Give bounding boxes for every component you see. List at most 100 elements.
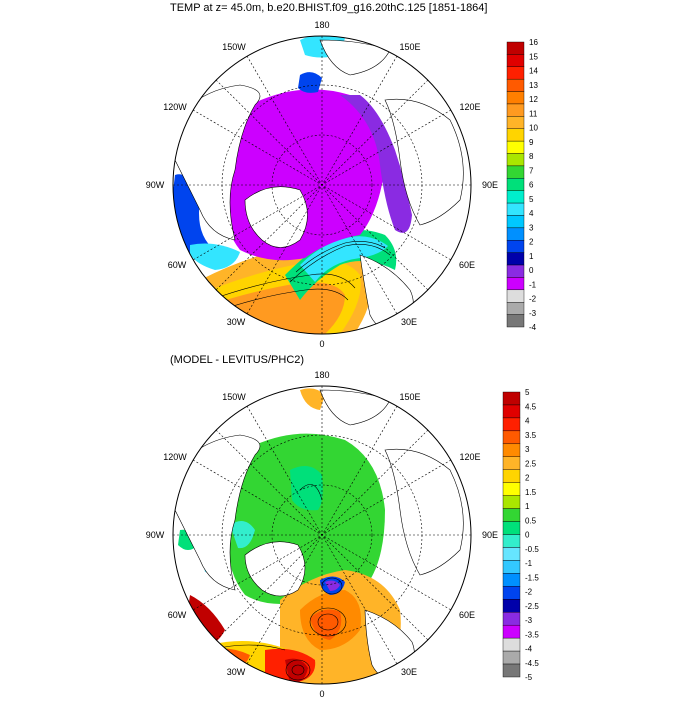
colorbar-label: 5 [525, 388, 530, 397]
colorbar-label: 2 [529, 238, 534, 247]
colorbar-label: 1 [525, 502, 530, 511]
colorbar-swatch [506, 91, 525, 105]
colorbar-swatch [506, 215, 525, 229]
colorbar-label: 3 [525, 445, 530, 454]
top-lon-labels: 180 150E 120E 90E 60E 30E 0 30W 60W 90W … [146, 20, 498, 349]
lon-label: 60E [459, 260, 475, 270]
lon-label: 60E [459, 610, 475, 620]
colorbar-swatch [502, 495, 521, 509]
lon-label: 120W [163, 102, 187, 112]
colorbar-label: 2.5 [525, 459, 537, 468]
lon-label: 30E [401, 317, 417, 327]
lon-label: 60W [168, 610, 187, 620]
lon-label: 180 [314, 20, 329, 30]
colorbar-label: 2 [525, 474, 530, 483]
colorbar-swatch [506, 165, 525, 179]
colorbar-swatch [506, 116, 525, 129]
colorbar-swatch [502, 443, 521, 457]
lon-label: 30W [227, 317, 246, 327]
colorbar-swatch [506, 66, 525, 80]
colorbar-swatch [502, 637, 521, 652]
colorbar-swatch [506, 302, 525, 315]
colorbar-swatch [502, 624, 521, 639]
lon-label: 0 [319, 689, 324, 699]
colorbar-label: 1 [529, 252, 534, 261]
colorbar-swatch [506, 264, 525, 278]
colorbar-swatch [506, 202, 525, 216]
colorbar-label: -0.5 [525, 545, 539, 554]
colorbar-label: -2.5 [525, 602, 539, 611]
bottom-panel: (MODEL - LEVITUS/PHC2) [0, 350, 700, 700]
colorbar-swatch [502, 404, 521, 419]
colorbar-label: 10 [529, 124, 538, 133]
colorbar-swatch [502, 430, 521, 445]
colorbar-swatch [502, 663, 521, 678]
colorbar-swatch [502, 391, 521, 406]
lon-label: 150E [399, 392, 420, 402]
lon-label: 90E [482, 530, 498, 540]
colorbar-label: -3 [529, 309, 537, 318]
colorbar-swatch [502, 508, 521, 522]
colorbar-swatch [502, 521, 521, 535]
colorbar-swatch [502, 417, 521, 432]
colorbar-swatch [502, 456, 521, 470]
colorbar-swatch [502, 586, 521, 600]
colorbar-label: 4.5 [525, 402, 537, 411]
colorbar-swatch [506, 103, 525, 117]
colorbar-label: 14 [529, 67, 538, 76]
colorbar-swatch [502, 599, 521, 613]
bottom-map-boundary [172, 385, 472, 685]
lon-label: 0 [319, 339, 324, 349]
lon-label: 30W [227, 667, 246, 677]
top-panel: TEMP at z= 45.0m, b.e20.BHIST.f09_g16.20… [0, 0, 700, 350]
colorbar-swatch [506, 78, 525, 92]
lon-label: 120E [459, 452, 480, 462]
lon-label: 60W [168, 260, 187, 270]
lon-label: 120W [163, 452, 187, 462]
lon-label: 90W [146, 180, 165, 190]
colorbar-swatch [502, 612, 521, 626]
colorbar-swatch [506, 240, 525, 253]
colorbar-swatch [506, 289, 525, 303]
colorbar-swatch [506, 252, 525, 266]
colorbar-label: -4 [529, 323, 537, 332]
colorbar-label: 0 [525, 531, 530, 540]
colorbar-swatch [506, 277, 525, 291]
colorbar-swatch [506, 128, 525, 142]
colorbar-swatch [502, 573, 521, 587]
colorbar-label: -4.5 [525, 659, 539, 668]
colorbar-label: 13 [529, 81, 538, 90]
colorbar-label: 3 [529, 223, 534, 232]
bottom-colorbar: 5 4.5 4 3.5 3 2.5 2 1.5 1 0.5 0 -0.5 -1 -1.5 -2 -2.5 -3 -… [502, 388, 539, 682]
colorbar-label: 5 [529, 195, 534, 204]
colorbar-label: -1.5 [525, 573, 539, 582]
lon-label: 120E [459, 102, 480, 112]
colorbar-label: -4 [525, 645, 533, 654]
top-map-svg: 180 150E 120E 90E 60E 30E 0 30W 60W 90W … [146, 20, 539, 349]
colorbar-label: -2 [525, 588, 533, 597]
colorbar-label: 6 [529, 181, 534, 190]
colorbar-swatch [502, 482, 521, 496]
lon-label: 150W [222, 42, 246, 52]
colorbar-label: -2 [529, 295, 537, 304]
colorbar-swatch [506, 54, 525, 67]
colorbar-swatch [506, 227, 525, 241]
colorbar-swatch [506, 140, 525, 154]
colorbar-label: 1.5 [525, 488, 537, 497]
colorbar-label: 7 [529, 166, 534, 175]
top-map-field [173, 36, 471, 334]
colorbar-label: 4 [525, 417, 530, 426]
colorbar-label: -3.5 [525, 630, 539, 639]
colorbar-swatch [506, 314, 525, 328]
colorbar-label: 0.5 [525, 516, 537, 525]
colorbar-label: 11 [529, 109, 538, 118]
lon-label: 90E [482, 180, 498, 190]
bottom-map-svg: 180 150E 120E 90E 60E 30E 0 30W 60W 90W … [146, 370, 540, 699]
bottom-lon-labels: 180 150E 120E 90E 60E 30E 0 30W 60W 90W … [146, 370, 498, 699]
colorbar-label: 16 [529, 38, 538, 47]
colorbar-swatch [502, 560, 521, 574]
top-map-boundary [172, 35, 472, 335]
bottom-map-field [173, 386, 471, 684]
colorbar-swatch [502, 534, 521, 548]
